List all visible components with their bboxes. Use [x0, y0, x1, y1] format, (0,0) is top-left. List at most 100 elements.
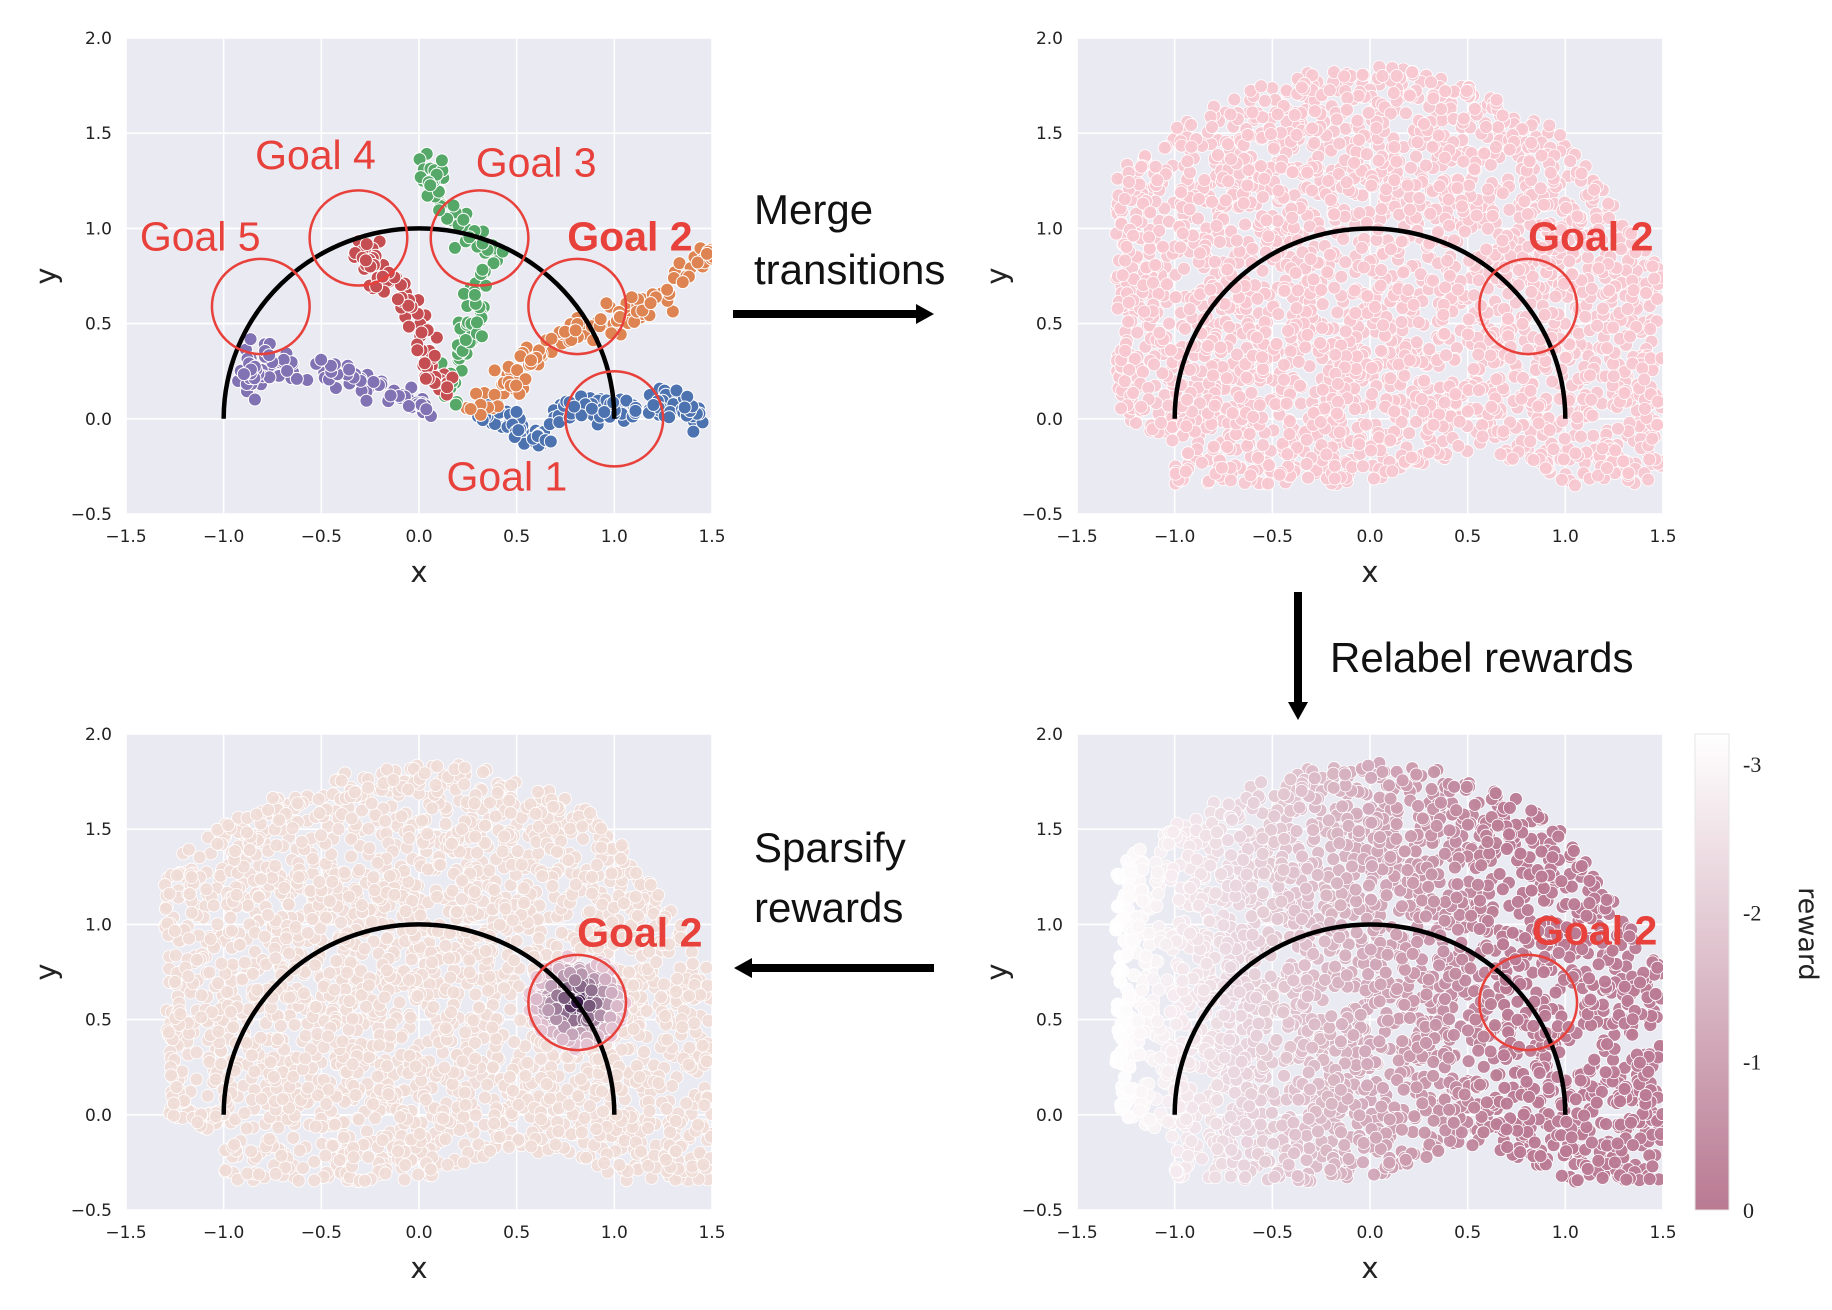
data-point-goal-1 — [511, 423, 526, 438]
data-point — [1142, 230, 1156, 245]
data-point — [1493, 447, 1508, 462]
data-point — [1426, 417, 1441, 432]
data-point — [1244, 385, 1259, 400]
data-point — [1261, 476, 1275, 491]
data-point-goal-2 — [510, 363, 525, 378]
data-point — [476, 765, 490, 780]
data-point-goal-3 — [434, 153, 449, 168]
data-point — [189, 1045, 204, 1060]
data-point — [313, 921, 328, 936]
data-point — [1383, 371, 1398, 386]
data-point — [1413, 267, 1428, 282]
panel-bottom-left: Goal 2−1.5 −1.0 −0.5 0.0 0.5 1.0 1.5−0.50.00.5… — [29, 725, 726, 1285]
data-point — [307, 1173, 322, 1188]
data-point — [554, 925, 569, 940]
data-point — [1394, 315, 1409, 329]
data-point — [1591, 468, 1605, 483]
data-point-goal-5 — [314, 352, 329, 367]
data-point — [1555, 414, 1570, 428]
data-point — [1534, 148, 1549, 163]
data-point — [1359, 147, 1374, 162]
data-point — [1264, 127, 1278, 141]
data-point — [1178, 321, 1192, 336]
data-point — [1288, 266, 1303, 280]
data-point — [1511, 278, 1526, 293]
data-point — [1315, 297, 1330, 312]
data-point — [1177, 261, 1191, 276]
data-point — [1334, 269, 1349, 284]
goal-label: Goal 2 — [1528, 214, 1653, 260]
data-point — [1332, 136, 1347, 151]
y-tick-label: 2.0 — [1036, 29, 1063, 49]
data-point — [1340, 91, 1355, 106]
data-point — [1426, 91, 1441, 106]
data-point — [1542, 423, 1557, 438]
data-point — [1595, 441, 1610, 456]
y-tick-label: 0.0 — [85, 410, 112, 430]
data-point — [361, 1150, 376, 1164]
data-point — [1201, 339, 1215, 353]
data-point — [1557, 431, 1572, 446]
data-point — [1182, 362, 1197, 377]
data-point — [1184, 139, 1199, 154]
data-point — [1154, 415, 1168, 430]
data-point — [158, 901, 173, 916]
data-point — [1290, 440, 1304, 455]
data-point — [1521, 239, 1536, 254]
data-point — [1356, 260, 1371, 275]
data-point — [1451, 439, 1466, 453]
y-tick-label: 0.5 — [1036, 315, 1063, 335]
goal-label: Goal 2 — [567, 214, 692, 260]
data-point — [1467, 102, 1482, 116]
x-tick-label: 1.5 — [1649, 527, 1676, 547]
data-point — [1448, 387, 1463, 402]
data-point — [1117, 374, 1132, 389]
data-point — [1300, 165, 1315, 180]
data-point — [1209, 219, 1224, 233]
data-point — [1402, 426, 1417, 441]
data-point — [1447, 233, 1461, 248]
data-point — [1349, 362, 1364, 376]
data-point — [1307, 136, 1322, 150]
goal-circle — [564, 369, 665, 468]
data-point — [1616, 454, 1631, 469]
data-point — [1472, 383, 1486, 398]
data-point — [1389, 154, 1404, 169]
data-point — [1531, 416, 1546, 431]
goal-circle — [527, 257, 628, 356]
data-point-goal-2 — [690, 255, 705, 270]
data-point — [1287, 108, 1302, 122]
data-point — [1305, 121, 1320, 136]
data-point — [305, 851, 320, 866]
data-point — [1495, 233, 1510, 248]
data-point — [468, 1036, 482, 1050]
data-point — [1469, 208, 1484, 223]
data-point — [1525, 269, 1540, 284]
y-tick-label: −0.5 — [71, 505, 112, 525]
data-point — [1568, 446, 1583, 461]
data-point — [1360, 289, 1375, 303]
data-point — [1321, 174, 1336, 188]
data-point — [1219, 371, 1234, 386]
data-point — [1438, 84, 1453, 99]
data-point-goal-4 — [414, 325, 429, 340]
data-point — [1394, 234, 1409, 249]
data-point — [1479, 242, 1494, 257]
data-point — [1526, 453, 1541, 468]
data-point — [1359, 417, 1373, 432]
data-point — [1439, 348, 1453, 363]
data-point — [1121, 314, 1136, 329]
data-point — [1117, 192, 1132, 206]
data-point — [1471, 347, 1486, 362]
data-point — [1554, 472, 1569, 487]
data-point — [1179, 419, 1194, 434]
data-point — [1236, 196, 1251, 211]
data-point — [1511, 263, 1526, 277]
data-point — [1257, 171, 1272, 186]
data-point — [1553, 239, 1568, 254]
data-point — [1456, 111, 1471, 126]
data-point — [311, 792, 326, 807]
x-tick-label: −1.0 — [203, 527, 244, 547]
data-point — [1623, 329, 1637, 344]
data-point — [1548, 289, 1563, 304]
